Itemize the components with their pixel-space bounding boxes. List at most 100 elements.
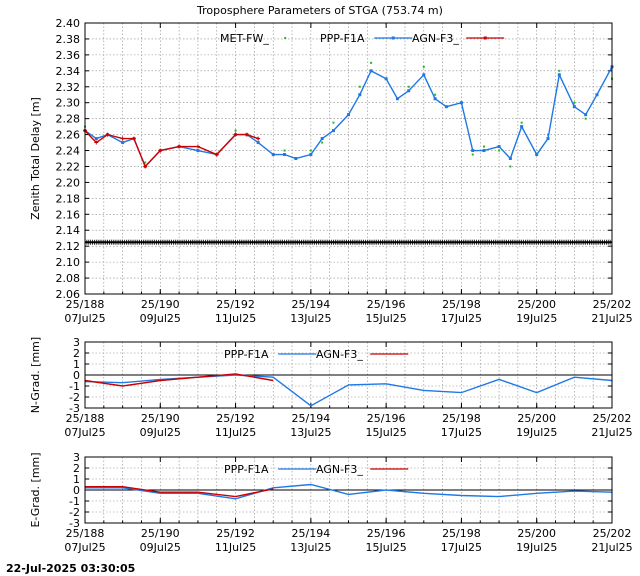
x-tick-label-date: 15Jul25 (366, 426, 407, 439)
legend-label: PPP-F1A (320, 32, 365, 45)
y-tick-label: -2 (69, 506, 80, 519)
x-tick-label-doy: 25/192 (216, 298, 255, 311)
data-point-ppp (331, 129, 335, 133)
y-tick-label: -3 (69, 402, 80, 415)
data-point-agn (214, 152, 219, 157)
x-tick-label-doy: 25/192 (216, 527, 255, 540)
data-point-ppp (294, 157, 298, 160)
data-point-agn (120, 136, 125, 141)
data-point-agn (131, 136, 136, 141)
series-line-agn-f3 (84, 373, 274, 387)
data-point-met (422, 65, 425, 68)
data-point-met (234, 129, 237, 132)
x-tick-label-date: 17Jul25 (441, 541, 482, 554)
data-point-ppp (546, 137, 550, 141)
y-tick-label: 3 (73, 451, 80, 464)
data-point-ppp (407, 89, 411, 93)
x-tick-label-doy: 25/188 (66, 527, 105, 540)
data-point-met (358, 85, 361, 88)
data-point-met (434, 93, 437, 96)
x-tick-label-doy: 25/194 (292, 412, 331, 425)
legend-sample-marker (391, 36, 395, 40)
y-tick-label: 3 (73, 336, 80, 349)
y-tick-label: 2 (73, 462, 80, 475)
data-point-ppp (459, 101, 463, 105)
x-tick-label-date: 13Jul25 (290, 312, 331, 325)
x-tick-label-date: 11Jul25 (215, 541, 256, 554)
data-point-ppp (256, 141, 260, 145)
legend-label: PPP-F1A (224, 348, 269, 361)
data-point-ppp (121, 141, 125, 145)
x-tick-label-doy: 25/190 (141, 298, 180, 311)
y-tick-label: 1 (73, 473, 80, 486)
data-point-ppp (369, 69, 373, 73)
data-point-agn (233, 132, 238, 137)
x-tick-label-date: 19Jul25 (516, 541, 557, 554)
x-tick-label-date: 07Jul25 (64, 312, 105, 325)
data-point-met (144, 161, 147, 164)
x-tick-label-doy: 25/188 (66, 412, 105, 425)
plot-frame (84, 22, 613, 295)
x-tick-label-doy: 25/196 (367, 527, 406, 540)
plot-frame (84, 456, 613, 524)
data-point-agn (158, 148, 163, 153)
data-point-ppp (497, 145, 501, 149)
series-line-agn-f3 (84, 130, 259, 168)
data-point-ppp (595, 93, 599, 97)
x-tick-label-doy: 25/200 (517, 527, 556, 540)
x-tick-label-date: 15Jul25 (366, 541, 407, 554)
y-tick-label: 0 (73, 369, 80, 382)
x-tick-label-date: 19Jul25 (516, 426, 557, 439)
data-point-ppp (422, 73, 426, 77)
x-tick-label-doy: 25/202 (593, 298, 632, 311)
data-point-ppp (320, 137, 324, 141)
data-point-met (407, 85, 410, 88)
x-tick-label-doy: 25/198 (442, 527, 481, 540)
data-point-ppp (271, 153, 275, 157)
legend-label: AGN-F3_ (316, 463, 363, 476)
series-line-ppp-f1a (84, 374, 613, 407)
x-tick-label-doy: 25/200 (517, 412, 556, 425)
y-tick-label: 2.16 (56, 208, 81, 221)
legend-label: AGN-F3_ (316, 348, 363, 361)
data-point-ppp (557, 73, 561, 77)
data-point-ppp (471, 149, 475, 153)
y-tick-label: 2.26 (56, 129, 81, 142)
data-point-ppp (508, 157, 512, 160)
data-point-ppp (482, 149, 486, 153)
y-axis-label: N-Grad. [mm] (29, 337, 42, 413)
data-point-ppp (358, 93, 362, 97)
data-point-ppp (572, 105, 576, 109)
x-tick-label-date: 17Jul25 (441, 426, 482, 439)
data-point-agn (143, 164, 148, 169)
y-tick-label: 2.22 (56, 160, 81, 173)
legend-sample-marker (483, 36, 487, 40)
y-tick-label: 2.32 (56, 81, 81, 94)
legend-label: MET-FW_ (220, 32, 269, 45)
data-point-met (520, 121, 523, 124)
data-point-agn (195, 144, 200, 149)
footer-timestamp: 22-Jul-2025 03:30:05 (6, 562, 136, 575)
y-tick-label: 2.34 (56, 65, 81, 78)
data-point-met (332, 121, 335, 124)
series-line-ppp-f1a (85, 483, 613, 500)
y-tick-label: 2.36 (56, 49, 81, 62)
y-tick-label: -1 (69, 495, 80, 508)
x-tick-label-doy: 25/202 (593, 412, 632, 425)
x-tick-label-date: 13Jul25 (290, 541, 331, 554)
data-point-met (471, 153, 474, 156)
x-tick-label-date: 13Jul25 (290, 426, 331, 439)
x-tick-label-doy: 25/198 (442, 298, 481, 311)
x-tick-label-date: 17Jul25 (441, 312, 482, 325)
data-point-ppp (535, 153, 539, 157)
x-tick-label-doy: 25/194 (292, 527, 331, 540)
data-point-ppp (584, 113, 588, 117)
y-tick-label: 1 (73, 358, 80, 371)
data-point-ppp (444, 105, 448, 109)
x-tick-label-doy: 25/200 (517, 298, 556, 311)
data-point-met (283, 149, 286, 152)
data-point-agn (244, 132, 249, 137)
series-line-ppp-f1a (84, 66, 613, 168)
